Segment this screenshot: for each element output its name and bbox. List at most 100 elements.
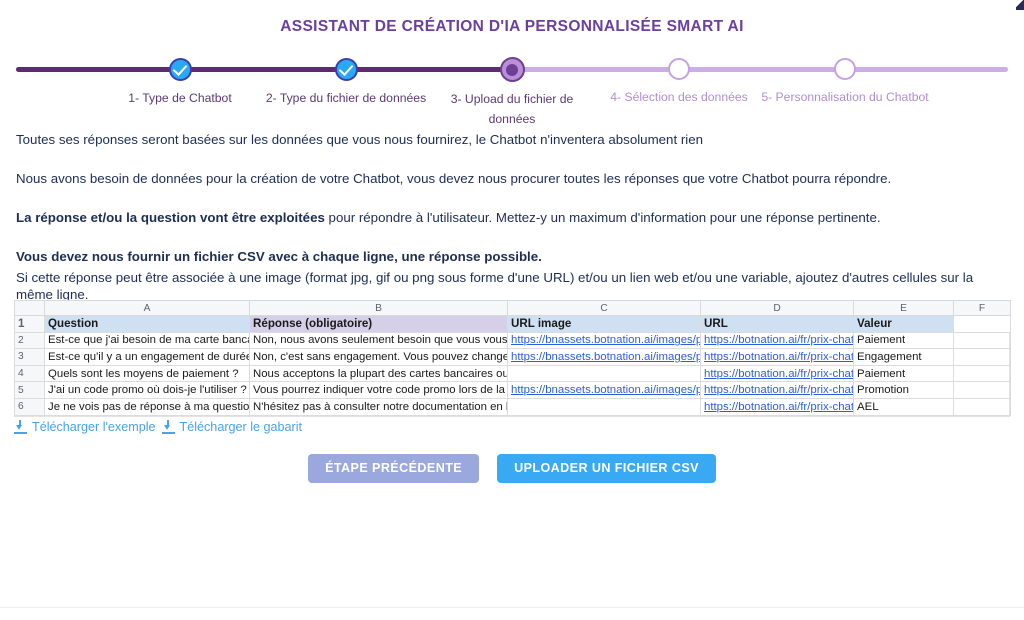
current-step-dot-icon bbox=[499, 57, 525, 82]
stepper-step-1-label: 1- Type de Chatbot bbox=[128, 91, 232, 105]
table-row: 2 Est-ce que j'ai besoin de ma carte ban… bbox=[14, 331, 1011, 350]
check-icon bbox=[168, 58, 192, 81]
instruction-line-4: Vous devez nous fournir un fichier CSV a… bbox=[16, 248, 1008, 265]
stepper-step-2-label: 2- Type du fichier de données bbox=[265, 91, 427, 105]
cell-reponse[interactable]: N'hésitez pas à consulter notre document… bbox=[249, 397, 508, 416]
corner-mark-icon bbox=[1016, 0, 1024, 10]
row-number[interactable]: 1 bbox=[14, 315, 45, 333]
instruction-line-3-bold: La réponse et/ou la question vont être e… bbox=[16, 210, 325, 225]
instruction-line-3-rest: pour répondre à l'utilisateur. Mettez-y … bbox=[324, 210, 881, 225]
download-example-link[interactable]: Télécharger l'exemple bbox=[14, 420, 156, 434]
cell-question[interactable]: J'ai un code promo où dois-je l'utiliser… bbox=[44, 381, 250, 399]
cell-url[interactable]: https://botnation.ai/fr/prix-chatbot bbox=[700, 364, 854, 383]
cell-url-image[interactable]: https://bnassets.botnation.ai/images/pri… bbox=[507, 381, 701, 399]
url-link[interactable]: https://botnation.ai/fr/prix-chatbot bbox=[704, 350, 854, 363]
corner-cell bbox=[14, 300, 45, 316]
column-letter-e[interactable]: E bbox=[853, 300, 954, 316]
url-link[interactable]: https://botnation.ai/fr/prix-chatbot bbox=[704, 400, 854, 413]
stepper-step-4[interactable]: 4- Sélection des données bbox=[579, 52, 779, 107]
row-number[interactable]: 3 bbox=[14, 348, 45, 366]
table-row: 6 Je ne vois pas de réponse à ma questio… bbox=[14, 397, 1011, 416]
column-letter-a[interactable]: A bbox=[44, 300, 250, 316]
stepper-track-completed bbox=[16, 67, 513, 72]
wizard-stepper: 1- Type de Chatbot 2- Type du fichier de… bbox=[0, 52, 1024, 127]
header-cell-valeur[interactable]: Valeur bbox=[853, 315, 954, 333]
header-cell-empty[interactable] bbox=[953, 315, 1011, 333]
column-letter-b[interactable]: B bbox=[249, 300, 508, 316]
stepper-step-5[interactable]: 5- Personnalisation du Chatbot bbox=[745, 52, 945, 107]
cell-url-image[interactable]: https://bnassets.botnation.ai/images/pri… bbox=[507, 331, 701, 350]
table-row: 5 J'ai un code promo où dois-je l'utilis… bbox=[14, 381, 1011, 399]
table-row: 1 Question Réponse (obligatoire) URL ima… bbox=[14, 315, 1011, 333]
url-link[interactable]: https://botnation.ai/fr/prix-chatbot bbox=[704, 334, 854, 347]
cell-url[interactable]: https://botnation.ai/fr/prix-chatbot bbox=[700, 348, 854, 366]
stepper-step-3[interactable]: 3- Upload du fichier de données bbox=[412, 52, 612, 129]
url-link[interactable]: https://botnation.ai/fr/prix-chatbot bbox=[704, 367, 854, 380]
table-row: 4 Quels sont les moyens de paiement ? No… bbox=[14, 364, 1011, 383]
cell-valeur[interactable]: Paiement bbox=[853, 364, 954, 383]
cell-valeur[interactable]: Engagement bbox=[853, 348, 954, 366]
stepper-step-1[interactable]: 1- Type de Chatbot bbox=[80, 52, 280, 108]
cell-url[interactable]: https://botnation.ai/fr/prix-chatbot bbox=[700, 397, 854, 416]
column-letter-c[interactable]: C bbox=[507, 300, 701, 316]
csv-example-spreadsheet: A B C D E F 1 Question Réponse (obligato… bbox=[14, 300, 1011, 417]
instruction-line-1: Toutes ses réponses seront basées sur le… bbox=[16, 132, 704, 147]
column-letter-f[interactable]: F bbox=[953, 300, 1011, 316]
cell-empty[interactable] bbox=[953, 364, 1011, 383]
upload-csv-button[interactable]: UPLOADER UN FICHIER CSV bbox=[497, 454, 716, 483]
column-letter-d[interactable]: D bbox=[700, 300, 854, 316]
download-icon bbox=[14, 420, 27, 434]
cell-question[interactable]: Je ne vois pas de réponse à ma question. bbox=[44, 397, 250, 416]
header-cell-reponse[interactable]: Réponse (obligatoire) bbox=[249, 315, 508, 333]
header-cell-url[interactable]: URL bbox=[700, 315, 854, 333]
row-number[interactable]: 6 bbox=[14, 397, 45, 416]
cell-url-image[interactable] bbox=[507, 397, 701, 416]
url-image-link[interactable]: https://bnassets.botnation.ai/images/pri… bbox=[511, 384, 701, 397]
cell-valeur[interactable]: AEL bbox=[853, 397, 954, 416]
download-icon bbox=[161, 420, 175, 434]
cell-question[interactable]: Est-ce que j'ai besoin de ma carte banca… bbox=[44, 331, 250, 350]
stepper-step-4-label: 4- Sélection des données bbox=[610, 90, 748, 104]
cell-empty[interactable] bbox=[953, 381, 1011, 399]
header-cell-question[interactable]: Question bbox=[44, 315, 250, 333]
stepper-step-5-label: 5- Personnalisation du Chatbot bbox=[761, 90, 929, 104]
action-buttons: ÉTAPE PRÉCÉDENTE UPLOADER UN FICHIER CSV bbox=[0, 454, 1024, 483]
cell-url[interactable]: https://botnation.ai/fr/prix-chatbot bbox=[700, 331, 854, 350]
cell-url-image[interactable]: https://bnassets.botnation.ai/images/pri… bbox=[507, 348, 701, 366]
cell-empty[interactable] bbox=[953, 397, 1011, 416]
row-number[interactable]: 5 bbox=[14, 381, 45, 399]
cell-empty[interactable] bbox=[953, 348, 1011, 366]
cell-question[interactable]: Est-ce qu'il y a un engagement de durée … bbox=[44, 348, 250, 366]
previous-step-button[interactable]: ÉTAPE PRÉCÉDENTE bbox=[308, 454, 480, 483]
cell-url[interactable]: https://botnation.ai/fr/prix-chatbot bbox=[700, 381, 854, 399]
spreadsheet-column-header-row: A B C D E F bbox=[14, 300, 1011, 316]
download-template-label: Télécharger le gabarit bbox=[179, 420, 303, 434]
instruction-line-3: La réponse et/ou la question vont être e… bbox=[16, 209, 1008, 226]
cell-question[interactable]: Quels sont les moyens de paiement ? bbox=[44, 364, 250, 383]
cell-valeur[interactable]: Paiement bbox=[853, 331, 954, 350]
row-number[interactable]: 4 bbox=[14, 364, 45, 383]
stepper-step-2[interactable]: 2- Type du fichier de données bbox=[246, 52, 446, 108]
empty-step-dot-icon bbox=[834, 58, 856, 80]
url-image-link[interactable]: https://bnassets.botnation.ai/images/pri… bbox=[511, 350, 701, 363]
bottom-divider bbox=[0, 607, 1024, 608]
cell-url-image[interactable] bbox=[507, 364, 701, 383]
download-example-label: Télécharger l'exemple bbox=[32, 420, 156, 434]
instructions-block: Toutes ses réponses seront basées sur le… bbox=[16, 131, 1008, 325]
row-number[interactable]: 2 bbox=[14, 331, 45, 350]
url-link[interactable]: https://botnation.ai/fr/prix-chatbot bbox=[704, 384, 854, 397]
cell-reponse[interactable]: Nous acceptons la plupart des cartes ban… bbox=[249, 364, 508, 383]
cell-reponse[interactable]: Vous pourrez indiquer votre code promo l… bbox=[249, 381, 508, 399]
instruction-line-2: Nous avons besoin de données pour la cré… bbox=[16, 171, 892, 186]
check-icon bbox=[334, 58, 358, 81]
cell-reponse[interactable]: Non, nous avons seulement besoin que vou… bbox=[249, 331, 508, 350]
table-row: 3 Est-ce qu'il y a un engagement de duré… bbox=[14, 348, 1011, 366]
url-image-link[interactable]: https://bnassets.botnation.ai/images/pri… bbox=[511, 334, 701, 347]
instruction-line-5: Si cette réponse peut être associée à un… bbox=[16, 270, 974, 302]
download-template-link[interactable]: Télécharger le gabarit bbox=[161, 420, 303, 434]
cell-valeur[interactable]: Promotion bbox=[853, 381, 954, 399]
header-cell-url-image[interactable]: URL image bbox=[507, 315, 701, 333]
cell-reponse[interactable]: Non, c'est sans engagement. Vous pouvez … bbox=[249, 348, 508, 366]
instruction-line-4-bold: Vous devez nous fournir un fichier CSV a… bbox=[16, 249, 542, 264]
cell-empty[interactable] bbox=[953, 331, 1011, 350]
